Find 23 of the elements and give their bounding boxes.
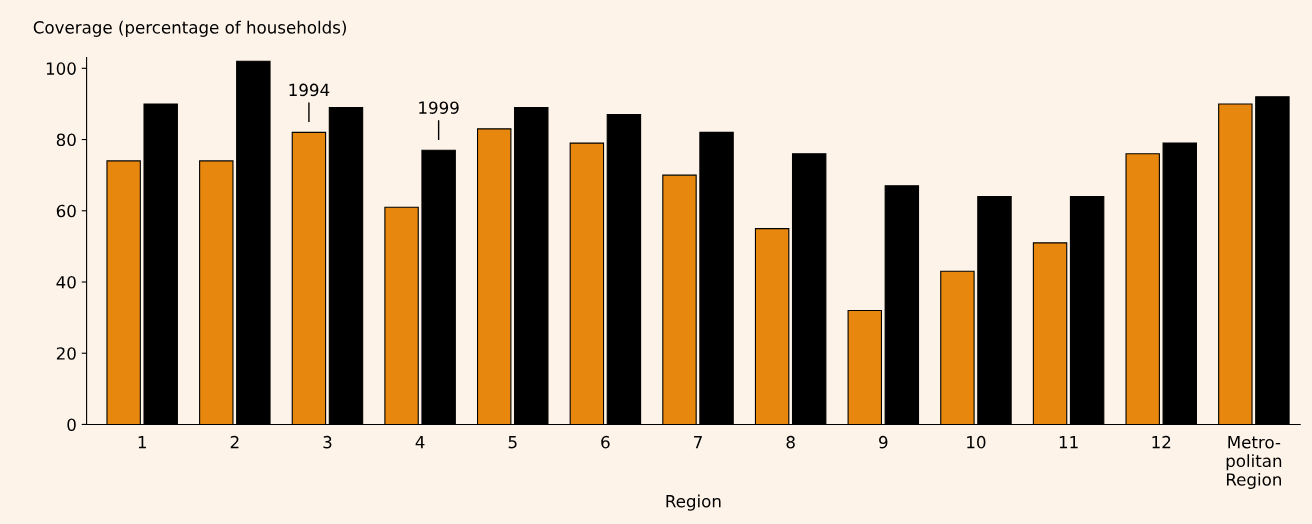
x-tick-label: 5	[508, 436, 517, 449]
y-tick-label: 20	[56, 347, 76, 360]
x-tick-label: 6	[601, 435, 610, 449]
y-tick-label: 60	[56, 204, 76, 218]
x-tick-label: 2	[230, 435, 239, 449]
x-tick-label: 3	[323, 435, 332, 449]
x-tick-label: 9	[879, 435, 888, 449]
x-tick-label: 8	[786, 435, 795, 449]
x-tick-label: 12	[1152, 435, 1171, 449]
x-tick-label: Metro- politan Region	[1226, 436, 1282, 490]
annotation: 1994	[289, 83, 330, 97]
annotation: 1999	[419, 101, 459, 114]
y-tick-label: 80	[56, 133, 76, 147]
y-tick-label: 100	[46, 62, 76, 75]
y-tick-label: 0	[67, 418, 76, 432]
x-tick-label: 7	[694, 436, 702, 449]
x-axis-title: Region	[666, 494, 721, 511]
x-tick-label: 4	[415, 436, 425, 449]
x-tick-label: 10	[967, 435, 986, 449]
x-tick-label: 11	[1059, 436, 1078, 449]
y-tick-label: 40	[56, 275, 76, 289]
x-tick-label: 1	[138, 436, 146, 449]
y-axis-title: Coverage (percentage of households)	[33, 20, 346, 37]
